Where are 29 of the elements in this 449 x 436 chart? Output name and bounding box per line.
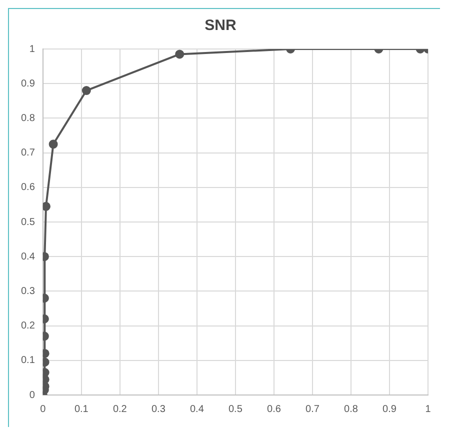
y-tick-label: 0 — [29, 390, 36, 401]
y-tick-label: 0.1 — [20, 355, 36, 366]
x-tick-label: 0.4 — [190, 404, 204, 415]
point — [42, 368, 50, 378]
x-tick-label: 0.9 — [382, 404, 397, 415]
y-tick-label: 0.3 — [20, 286, 36, 297]
y-tick-label: 0.7 — [20, 148, 36, 159]
y-tick-label: 0.8 — [20, 112, 36, 124]
x-tick-label: 0.7 — [306, 404, 320, 415]
point — [42, 358, 50, 367]
x-tick-label: 0 — [40, 404, 46, 415]
point — [42, 348, 50, 358]
x-tick-label: 0.5 — [228, 404, 243, 415]
y-tick-label: 0.5 — [20, 216, 36, 228]
x-tick-label: 0.1 — [74, 404, 89, 415]
chart-title: SNR — [204, 17, 236, 34]
x-tick-label: 0.6 — [267, 404, 282, 415]
x-tick-label: 0.8 — [344, 404, 358, 415]
y-tick-label: 0.2 — [20, 320, 36, 332]
x-tick-label: 1 — [425, 404, 432, 415]
x-tick-label: 0.2 — [112, 404, 128, 415]
y-tick-label: 0.9 — [20, 78, 36, 90]
y-tick-label: 0.4 — [20, 251, 36, 262]
x-tick-label: 0.3 — [151, 404, 166, 415]
point — [42, 202, 50, 211]
point — [42, 382, 50, 391]
point — [42, 374, 50, 384]
y-tick-label: 0.6 — [20, 182, 36, 194]
y-tick-label: 1 — [29, 44, 36, 55]
